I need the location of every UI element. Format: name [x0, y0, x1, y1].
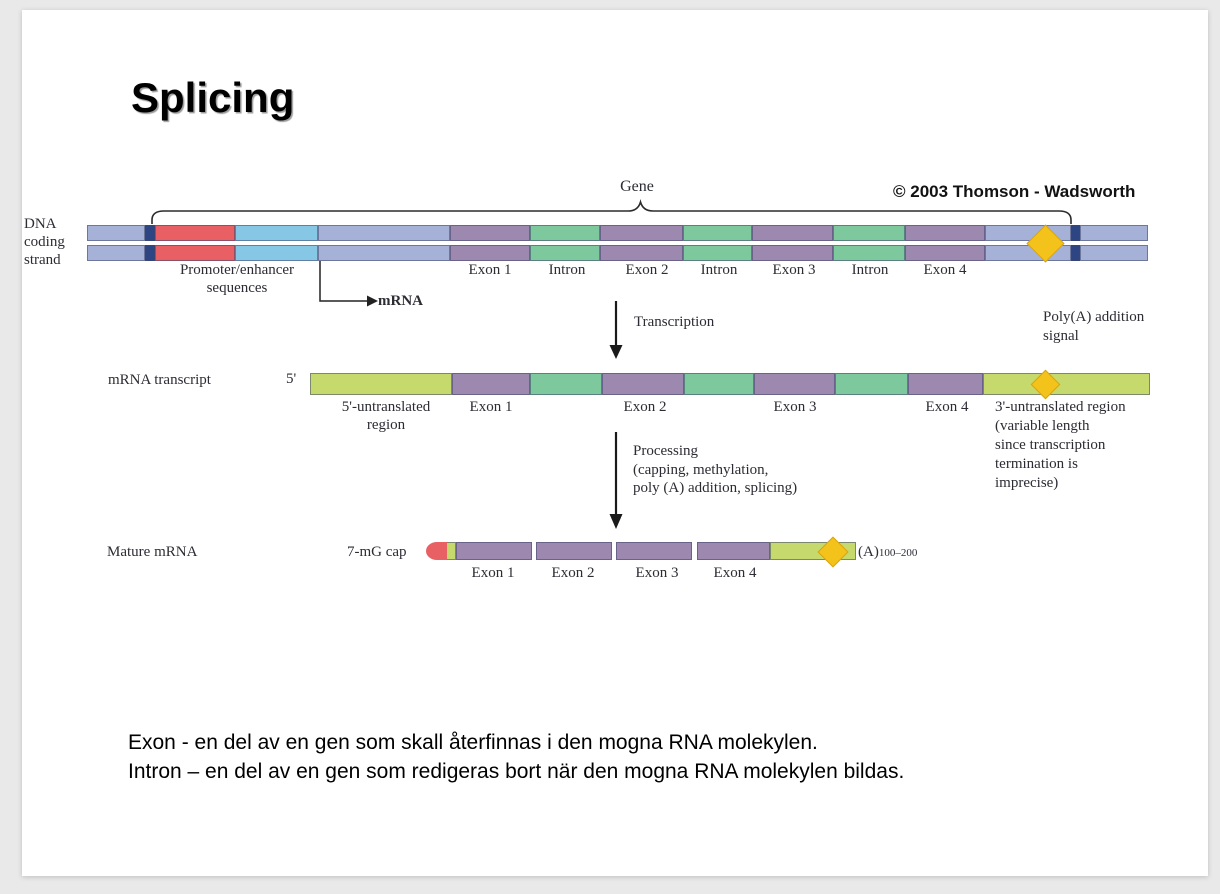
- bar-segment-purple: [452, 373, 530, 395]
- polya-tail-label: (A)100–200: [858, 544, 918, 560]
- bar-segment-purple: [752, 245, 833, 261]
- 7mg-cap-shape: [426, 542, 447, 560]
- processing-arrow: [609, 432, 623, 529]
- promoter-label-line1: Promoter/enhancer: [179, 262, 295, 278]
- utr5-label-line1: 5'-untranslated: [341, 399, 431, 415]
- bar-segment-purple: [456, 542, 532, 560]
- bar-segment-yg: [983, 373, 1150, 395]
- bar-segment-red: [155, 225, 235, 241]
- bar-segment-purple: [905, 225, 985, 241]
- mature-row-label: Mature mRNA: [107, 544, 198, 560]
- exon-definition: Exon - en del av en gen som skall återfi…: [128, 731, 818, 754]
- dna-label-intron-2: Intron: [700, 262, 738, 278]
- transcript-label-exon-3: Exon 3: [773, 399, 817, 415]
- definition-notes: Exon - en del av en gen som skall återfi…: [128, 728, 904, 786]
- bar-segment-purple: [602, 373, 684, 395]
- bar-segment-purple: [754, 373, 835, 395]
- five-prime-label: 5': [286, 371, 297, 387]
- transcription-label: Transcription: [634, 314, 715, 330]
- dna-strand-bottom-bar: [87, 245, 1148, 261]
- dna-label-exon-4: Exon 4: [923, 262, 967, 278]
- gene-bracket: [151, 199, 1072, 224]
- bar-segment-purple: [600, 225, 683, 241]
- bar-segment-sky: [235, 225, 318, 241]
- polya-tail-subscript: 100–200: [878, 547, 918, 559]
- mature-label-exon-3: Exon 3: [635, 565, 679, 581]
- bar-segment-green: [684, 373, 754, 395]
- transcription-arrow: [609, 301, 623, 359]
- bar-segment-purple: [616, 542, 692, 560]
- bar-segment-periwinkle: [1080, 225, 1148, 241]
- mature-label-exon-2: Exon 2: [551, 565, 595, 581]
- promoter-label-line2: sequences: [206, 280, 268, 296]
- mrna-transcript-bar: [310, 373, 1150, 395]
- bar-segment-periwinkle: [318, 245, 450, 261]
- bar-segment-navy: [1071, 225, 1080, 241]
- bar-segment-purple: [536, 542, 612, 560]
- dna-strand-top-bar: [87, 225, 1148, 241]
- bar-segment-purple: [697, 542, 770, 560]
- processing-label-block: Processing (capping, methylation, poly (…: [633, 443, 798, 496]
- bar-segment-purple: [908, 373, 983, 395]
- dna-strand-label: DNA coding strand: [24, 216, 65, 268]
- dna-label-intron-3: Intron: [851, 262, 889, 278]
- mature-label-exon-1: Exon 1: [471, 565, 515, 581]
- bar-segment-periwinkle: [318, 225, 450, 241]
- bar-segment-red: [155, 245, 235, 261]
- bar-segment-periwinkle: [87, 225, 145, 241]
- mature-label-exon-4: Exon 4: [713, 565, 757, 581]
- utr3-label-block: 3'-untranslated region (variable length …: [995, 399, 1126, 491]
- bar-segment-periwinkle: [1080, 245, 1148, 261]
- bar-segment-green: [683, 225, 752, 241]
- bar-segment-navy: [1071, 245, 1080, 261]
- utr5-label-line2: region: [366, 417, 406, 433]
- dna-label-exon-3: Exon 3: [772, 262, 816, 278]
- bar-segment-purple: [600, 245, 683, 261]
- cap-label: 7-mG cap: [347, 544, 407, 560]
- dna-label-exon-1: Exon 1: [468, 262, 512, 278]
- bar-segment-navy: [145, 245, 155, 261]
- bar-segment-sky: [235, 245, 318, 261]
- slide-title: Splicing: [131, 74, 295, 121]
- transcript-label-exon-4: Exon 4: [925, 399, 969, 415]
- mrna-start-arrow: [319, 261, 378, 307]
- dna-label-intron-1: Intron: [548, 262, 586, 278]
- bar-segment-purple: [450, 245, 530, 261]
- mrna-arrow-label: mRNA: [378, 293, 423, 309]
- dna-label-exon-2: Exon 2: [625, 262, 669, 278]
- bar-segment-yg: [310, 373, 452, 395]
- transcript-label-exon-2: Exon 2: [623, 399, 667, 415]
- gene-label: Gene: [620, 178, 654, 195]
- bar-segment-green: [683, 245, 752, 261]
- bar-segment-white: [532, 542, 536, 560]
- transcript-label-exon-1: Exon 1: [469, 399, 513, 415]
- bar-segment-white: [612, 542, 616, 560]
- bar-segment-green: [835, 373, 908, 395]
- bar-segment-purple: [905, 245, 985, 261]
- bar-segment-navy: [145, 225, 155, 241]
- bar-segment-purple: [450, 225, 530, 241]
- bar-segment-periwinkle: [87, 245, 145, 261]
- bar-segment-purple: [752, 225, 833, 241]
- bar-segment-white: [692, 542, 697, 560]
- bar-segment-green: [833, 225, 905, 241]
- mature-mrna-bar: [445, 542, 856, 560]
- bar-segment-green: [530, 225, 600, 241]
- bar-segment-green: [530, 373, 602, 395]
- transcript-row-label: mRNA transcript: [108, 372, 211, 388]
- bar-segment-green: [530, 245, 600, 261]
- polya-signal-label: Poly(A) addition signal: [1043, 309, 1145, 344]
- copyright-notice: © 2003 Thomson - Wadsworth: [893, 182, 1136, 201]
- intron-definition: Intron – en del av en gen som redigeras …: [128, 760, 905, 783]
- bar-segment-green: [833, 245, 905, 261]
